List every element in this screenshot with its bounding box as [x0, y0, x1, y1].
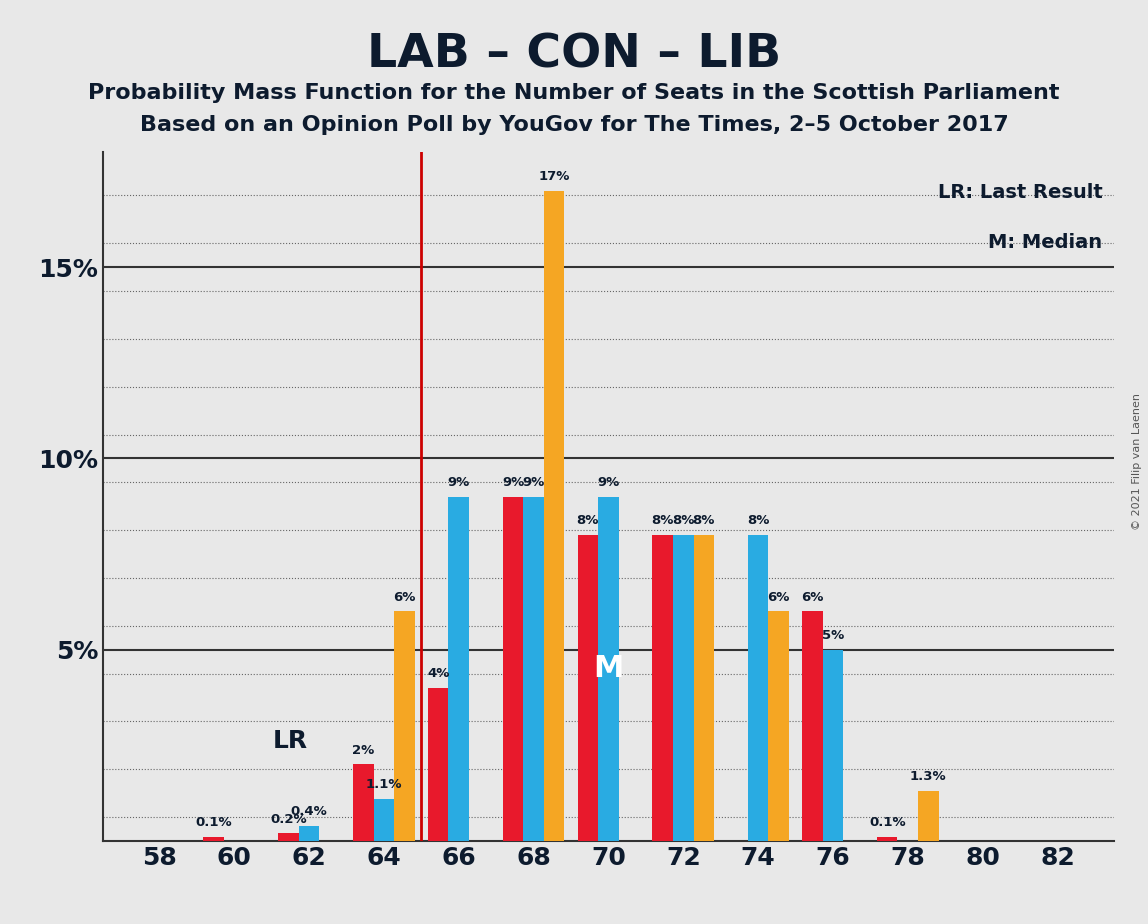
Bar	[298, 825, 319, 841]
Text: 4%: 4%	[427, 667, 449, 680]
Text: LR: LR	[273, 729, 308, 753]
Bar	[278, 833, 298, 841]
Bar	[918, 791, 939, 841]
Bar	[747, 535, 768, 841]
Text: Based on an Opinion Poll by YouGov for The Times, 2–5 October 2017: Based on an Opinion Poll by YouGov for T…	[140, 115, 1008, 135]
Bar	[503, 497, 523, 841]
Bar	[652, 535, 673, 841]
Bar	[802, 612, 823, 841]
Text: 8%: 8%	[652, 515, 674, 528]
Text: 0.4%: 0.4%	[290, 805, 327, 818]
Text: M: M	[594, 654, 623, 683]
Text: 6%: 6%	[768, 590, 790, 603]
Text: 1.3%: 1.3%	[910, 771, 947, 784]
Text: 5%: 5%	[822, 629, 844, 642]
Text: 8%: 8%	[672, 515, 695, 528]
Text: 9%: 9%	[502, 476, 525, 489]
Text: 2%: 2%	[352, 744, 374, 757]
Text: © 2021 Filip van Laenen: © 2021 Filip van Laenen	[1132, 394, 1142, 530]
Bar	[823, 650, 844, 841]
Text: 9%: 9%	[522, 476, 545, 489]
Text: 17%: 17%	[538, 170, 569, 183]
Text: 9%: 9%	[448, 476, 470, 489]
Text: 8%: 8%	[692, 515, 715, 528]
Text: 6%: 6%	[801, 590, 823, 603]
Bar	[203, 837, 224, 841]
Text: 8%: 8%	[747, 515, 769, 528]
Bar	[598, 497, 619, 841]
Text: LR: Last Result: LR: Last Result	[938, 183, 1102, 202]
Bar	[354, 764, 373, 841]
Bar	[394, 612, 414, 841]
Bar	[577, 535, 598, 841]
Text: Probability Mass Function for the Number of Seats in the Scottish Parliament: Probability Mass Function for the Number…	[88, 83, 1060, 103]
Bar	[428, 687, 449, 841]
Text: 0.1%: 0.1%	[195, 817, 232, 830]
Bar	[693, 535, 714, 841]
Bar	[523, 497, 544, 841]
Text: 6%: 6%	[394, 590, 416, 603]
Text: 0.2%: 0.2%	[270, 812, 307, 825]
Bar	[877, 837, 898, 841]
Text: 1.1%: 1.1%	[366, 778, 402, 791]
Text: LAB – CON – LIB: LAB – CON – LIB	[367, 32, 781, 78]
Bar	[449, 497, 470, 841]
Text: 8%: 8%	[576, 515, 599, 528]
Bar	[768, 612, 789, 841]
Bar	[544, 190, 565, 841]
Bar	[373, 798, 394, 841]
Text: M: Median: M: Median	[988, 233, 1102, 251]
Bar	[673, 535, 693, 841]
Text: 0.1%: 0.1%	[869, 817, 906, 830]
Text: 9%: 9%	[597, 476, 620, 489]
